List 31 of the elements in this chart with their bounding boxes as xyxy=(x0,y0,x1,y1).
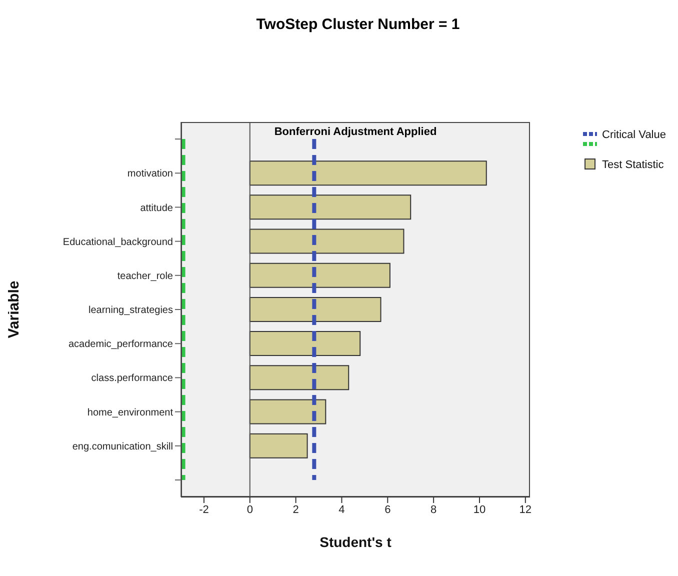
bar xyxy=(249,296,382,322)
y-tick-label: eng.comunication_skill xyxy=(72,441,173,452)
legend-label: Test Statistic xyxy=(602,159,664,171)
x-tick-label: 8 xyxy=(430,504,437,516)
x-tick-label: 2 xyxy=(292,504,299,516)
y-tick-label: learning_strategies xyxy=(88,305,173,316)
bar xyxy=(249,331,361,356)
x-tick-label: -2 xyxy=(199,504,209,516)
y-tick-label: teacher_role xyxy=(117,270,174,282)
legend-label: Critical Value xyxy=(602,129,666,141)
y-tick-label: academic_performance xyxy=(68,339,174,350)
chart-subtitle: Bonferroni Adjustment Applied xyxy=(273,126,438,138)
x-axis-title: Student's t xyxy=(320,534,392,550)
y-tick-label: home_environment xyxy=(87,407,174,418)
bar xyxy=(249,194,412,220)
chart-title: TwoStep Cluster Number = 1 xyxy=(255,16,461,33)
bar xyxy=(249,365,350,390)
x-tick-label: 0 xyxy=(246,504,253,516)
x-tick-label: 4 xyxy=(338,504,345,516)
y-tick-label: class.performance xyxy=(91,373,174,384)
bar xyxy=(249,160,487,186)
y-tick-label: motivation xyxy=(127,168,173,180)
x-tick-label: 6 xyxy=(384,504,391,516)
y-tick-label: attitude xyxy=(140,202,174,214)
bar xyxy=(249,228,404,254)
x-tick-label: 10 xyxy=(473,504,486,516)
bar xyxy=(249,262,390,288)
x-tick-label: 12 xyxy=(519,504,532,516)
y-tick-label: Educational_background xyxy=(62,236,173,248)
bar xyxy=(249,433,308,458)
bar xyxy=(249,399,326,424)
